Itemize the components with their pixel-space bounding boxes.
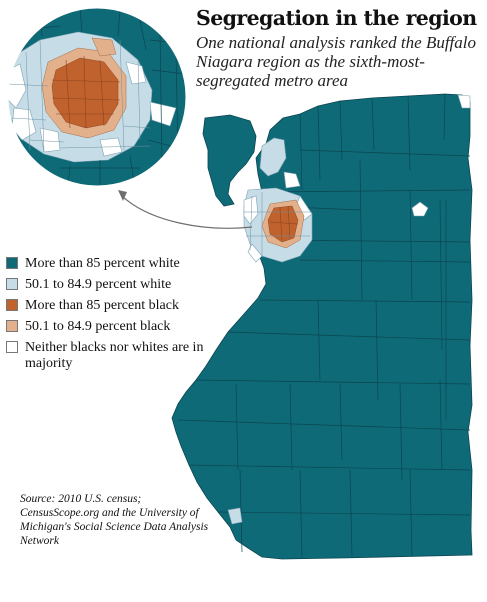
legend-swatch [6,341,18,353]
legend-label: More than 85 percent black [25,298,179,313]
legend-swatch [6,278,18,290]
page-subtitle: One national analysis ranked the Buffalo… [196,33,476,90]
rural-patch-east [411,201,429,217]
page-title: Segregation in the region [196,6,477,30]
arrowhead-icon [118,190,127,201]
tract-boundaries [177,93,471,559]
legend-item-white-plurality: 50.1 to 84.9 percent white [6,277,231,293]
source-note: Source: 2010 U.S. census; CensusScope.or… [20,493,209,547]
legend-swatch [6,320,18,332]
legend-label: 50.1 to 84.9 percent white [25,277,172,292]
magnified-inset-circle-icon [7,7,187,187]
legend-label: 50.1 to 84.9 percent black [25,319,171,334]
legend-item-black-plurality: 50.1 to 84.9 percent black [6,319,231,335]
legend-item-neither: Neither blacks nor whites are in majorit… [6,340,231,372]
curved-arrow-icon [121,195,253,229]
legend-item-black-majority: More than 85 percent black [6,298,231,314]
rural-patch-southwest [227,507,243,525]
legend-item-white-majority: More than 85 percent white [6,256,231,272]
city-core [243,137,313,263]
legend-label: More than 85 percent white [25,256,180,271]
legend: More than 85 percent white 50.1 to 84.9 … [6,256,231,377]
rural-patch-north [457,94,471,109]
legend-swatch [6,299,18,311]
western-peninsula [202,114,257,207]
legend-swatch [6,257,18,269]
region-map [171,93,473,560]
legend-label: Neither blacks nor whites are in majorit… [25,340,204,371]
